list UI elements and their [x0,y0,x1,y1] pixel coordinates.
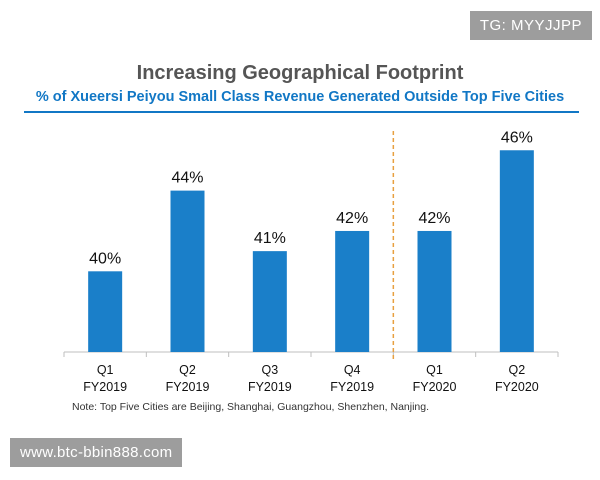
x-tick-label-year: FY2019 [166,380,210,394]
watermark-top: TG: MYYJJPP [469,11,592,40]
x-tick-label-quarter: Q3 [261,363,278,377]
data-label-3: 41% [254,230,286,247]
chart-subtitle: % of Xueersi Peiyou Small Class Revenue … [35,89,565,105]
bar-1 [88,271,123,352]
chart-title: Increasing Geographical Footprint [136,62,464,84]
data-label-4: 42% [336,210,368,227]
x-tick-label-quarter: Q1 [426,363,443,377]
x-tick-label-quarter: Q2 [508,363,525,377]
x-tick-label-quarter: Q2 [179,363,196,377]
x-tick-label-year: FY2019 [83,380,127,394]
bar-4 [335,230,370,352]
x-tick-label-year: FY2019 [248,380,292,394]
x-tick-label-quarter: Q4 [344,363,361,377]
x-tick-label-year: FY2020 [495,380,539,394]
watermark-bottom: www.btc-bbin888.com [10,438,183,467]
data-label-6: 46% [501,129,533,146]
x-tick-label-quarter: Q1 [97,363,114,377]
bar-5 [417,230,452,352]
x-tick-label-year: FY2020 [413,380,457,394]
x-tick-label-year: FY2019 [330,380,374,394]
data-label-1: 40% [89,250,121,267]
data-label-5: 42% [418,210,450,227]
bar-3 [252,251,287,352]
chart-note: Note: Top Five Cities are Beijing, Shang… [72,401,430,413]
bar-6 [499,150,534,352]
bar-2 [170,190,205,352]
title-underline [24,111,579,113]
data-label-2: 44% [171,170,203,187]
